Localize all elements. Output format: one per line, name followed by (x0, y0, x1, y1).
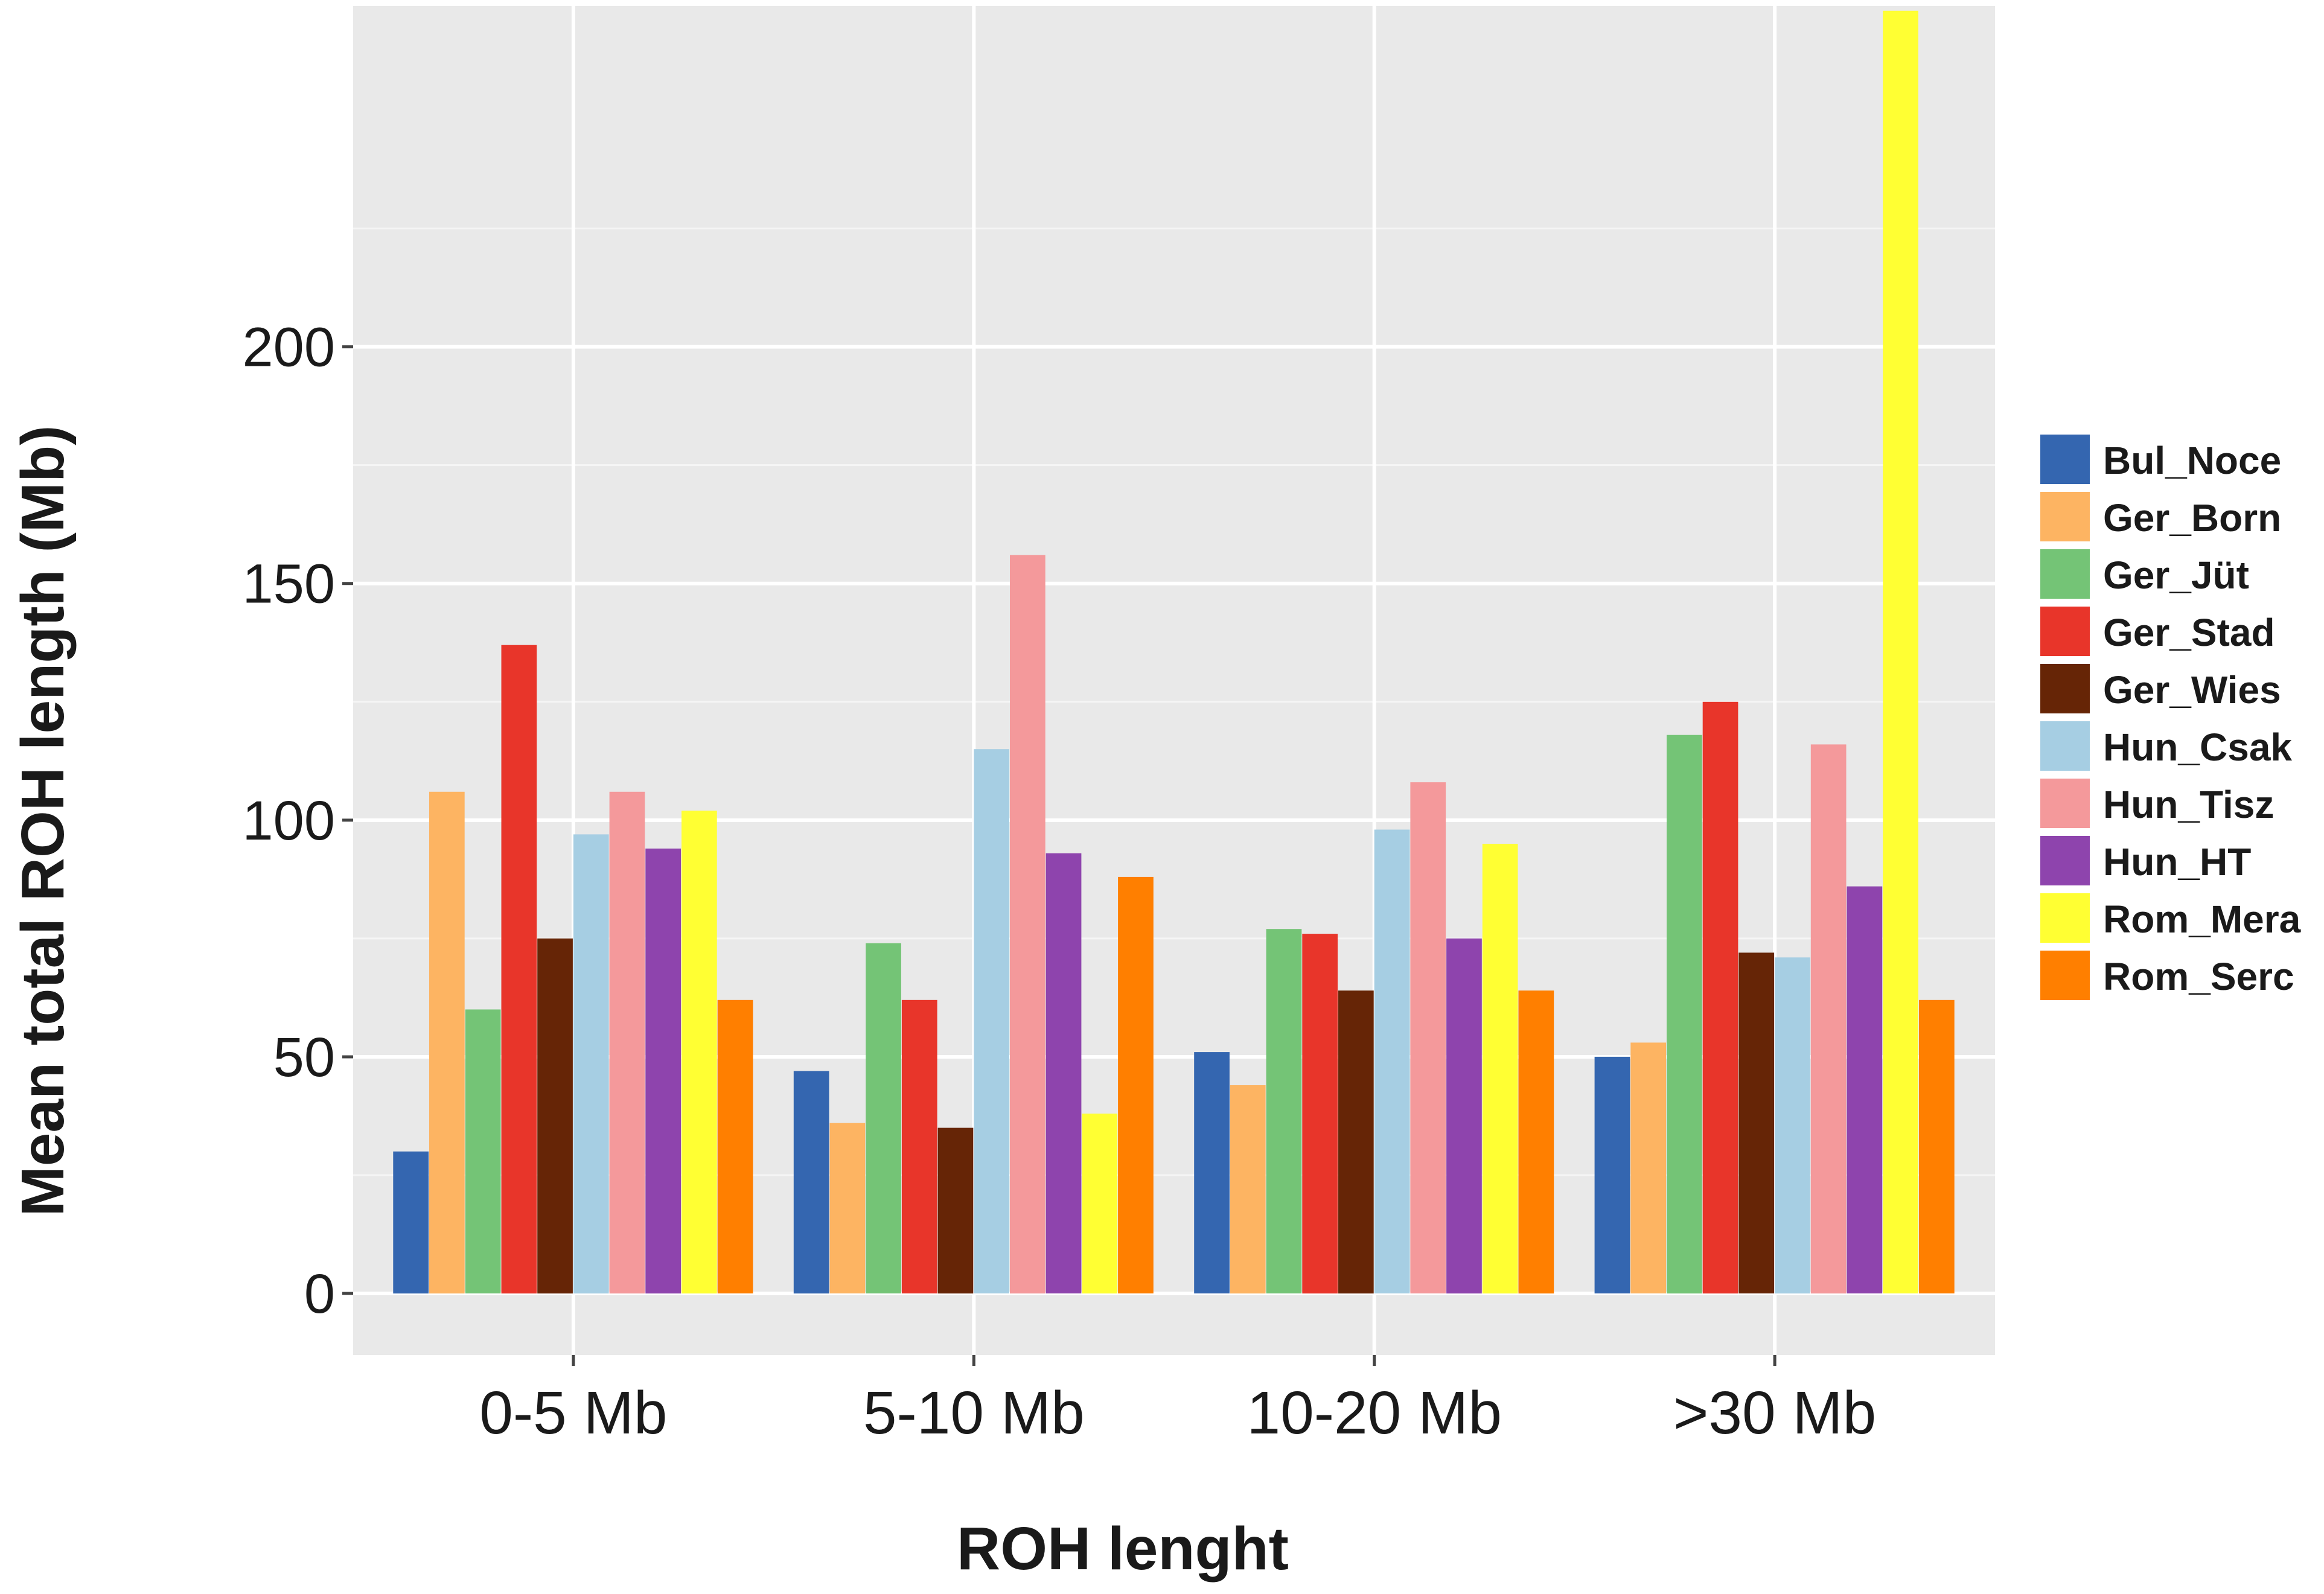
legend-key (2040, 549, 2090, 599)
bar-hun-csak (974, 749, 1009, 1293)
y-axis-ticks: 0 50 100 150 200 (243, 317, 353, 1325)
legend-key (2040, 607, 2090, 656)
bar-ger-j-t (1667, 735, 1702, 1294)
bar-bul-noce (393, 1151, 429, 1294)
bar-hun-tisz (1810, 744, 1847, 1294)
bars (393, 10, 1955, 1294)
y-tick-label: 150 (243, 553, 336, 615)
bar-ger-born (1630, 1042, 1666, 1293)
bar-ger-j-t (866, 943, 901, 1293)
bar-ger-j-t (1266, 929, 1302, 1293)
bar-ger-wies (937, 1127, 974, 1294)
bar-hun-tisz (1010, 555, 1045, 1294)
bar-rom-serc (717, 999, 753, 1293)
x-tick-label: 10-20 Mb (1247, 1379, 1501, 1447)
legend-key (2040, 492, 2090, 541)
bar-ger-stad (501, 645, 537, 1294)
y-tick-label: 200 (243, 317, 336, 378)
x-axis-title: ROH lenght (957, 1515, 1289, 1583)
bar-hun-tisz (609, 791, 645, 1294)
legend-key (2040, 779, 2090, 828)
legend-label: Rom_Mera (2103, 897, 2301, 941)
bar-hun-csak (573, 834, 609, 1294)
bar-rom-mera (1883, 10, 1918, 1293)
bar-rom-mera (1482, 844, 1518, 1294)
bar-ger-wies (1338, 990, 1374, 1294)
bar-hun-ht (645, 848, 681, 1294)
legend-label: Ger_Stad (2103, 611, 2275, 654)
bar-hun-ht (1446, 938, 1482, 1294)
bar-bul-noce (1594, 1056, 1630, 1293)
legend-key (2040, 435, 2090, 484)
bar-hun-csak (1775, 957, 1810, 1294)
bar-bul-noce (793, 1071, 829, 1294)
bar-hun-tisz (1410, 782, 1446, 1293)
bar-bul-noce (1194, 1052, 1230, 1293)
legend-label: Hun_Csak (2103, 725, 2292, 769)
x-tick-label: 0-5 Mb (479, 1379, 667, 1447)
bar-hun-ht (1847, 886, 1883, 1293)
bar-rom-serc (1118, 876, 1154, 1293)
bar-ger-wies (537, 938, 573, 1294)
bar-ger-j-t (465, 1009, 501, 1293)
bar-ger-born (1230, 1085, 1266, 1294)
legend-label: Ger_Wies (2103, 668, 2281, 712)
y-tick-label: 100 (243, 790, 336, 852)
legend-label: Ger_Born (2103, 496, 2281, 540)
bar-hun-ht (1045, 853, 1082, 1293)
legend-key (2040, 836, 2090, 885)
bar-ger-born (829, 1123, 866, 1293)
x-axis-ticks: 0-5 Mb 5-10 Mb 10-20 Mb >30 Mb (479, 1355, 1876, 1447)
bar-ger-stad (1302, 934, 1338, 1294)
bar-rom-serc (1919, 999, 1955, 1293)
bar-hun-csak (1374, 829, 1410, 1293)
legend-label: Hun_Tisz (2103, 783, 2274, 826)
bar-ger-stad (1702, 701, 1738, 1294)
legend-key (2040, 893, 2090, 943)
legend-key (2040, 951, 2090, 1000)
legend-key (2040, 721, 2090, 771)
bar-ger-born (429, 791, 465, 1294)
legend-label: Rom_Serc (2103, 955, 2294, 998)
legend-label: Bul_Noce (2103, 439, 2281, 482)
x-tick-label: 5-10 Mb (863, 1379, 1085, 1447)
bar-ger-stad (901, 999, 937, 1293)
legend: Bul_Noce Ger_Born Ger_Jüt Ger_Stad Ger_Wies H… (2040, 435, 2301, 1000)
legend-label: Hun_HT (2103, 840, 2251, 884)
bar-ger-wies (1738, 952, 1775, 1293)
y-tick-label: 0 (304, 1263, 335, 1325)
x-tick-label: >30 Mb (1673, 1379, 1876, 1447)
bar-rom-mera (682, 811, 717, 1294)
bar-rom-mera (1082, 1114, 1118, 1294)
legend-key (2040, 664, 2090, 713)
y-axis-title: Mean total ROH length (Mb) (9, 426, 77, 1217)
y-tick-label: 50 (273, 1027, 335, 1088)
legend-label: Ger_Jüt (2103, 553, 2249, 597)
bar-rom-serc (1518, 990, 1554, 1294)
